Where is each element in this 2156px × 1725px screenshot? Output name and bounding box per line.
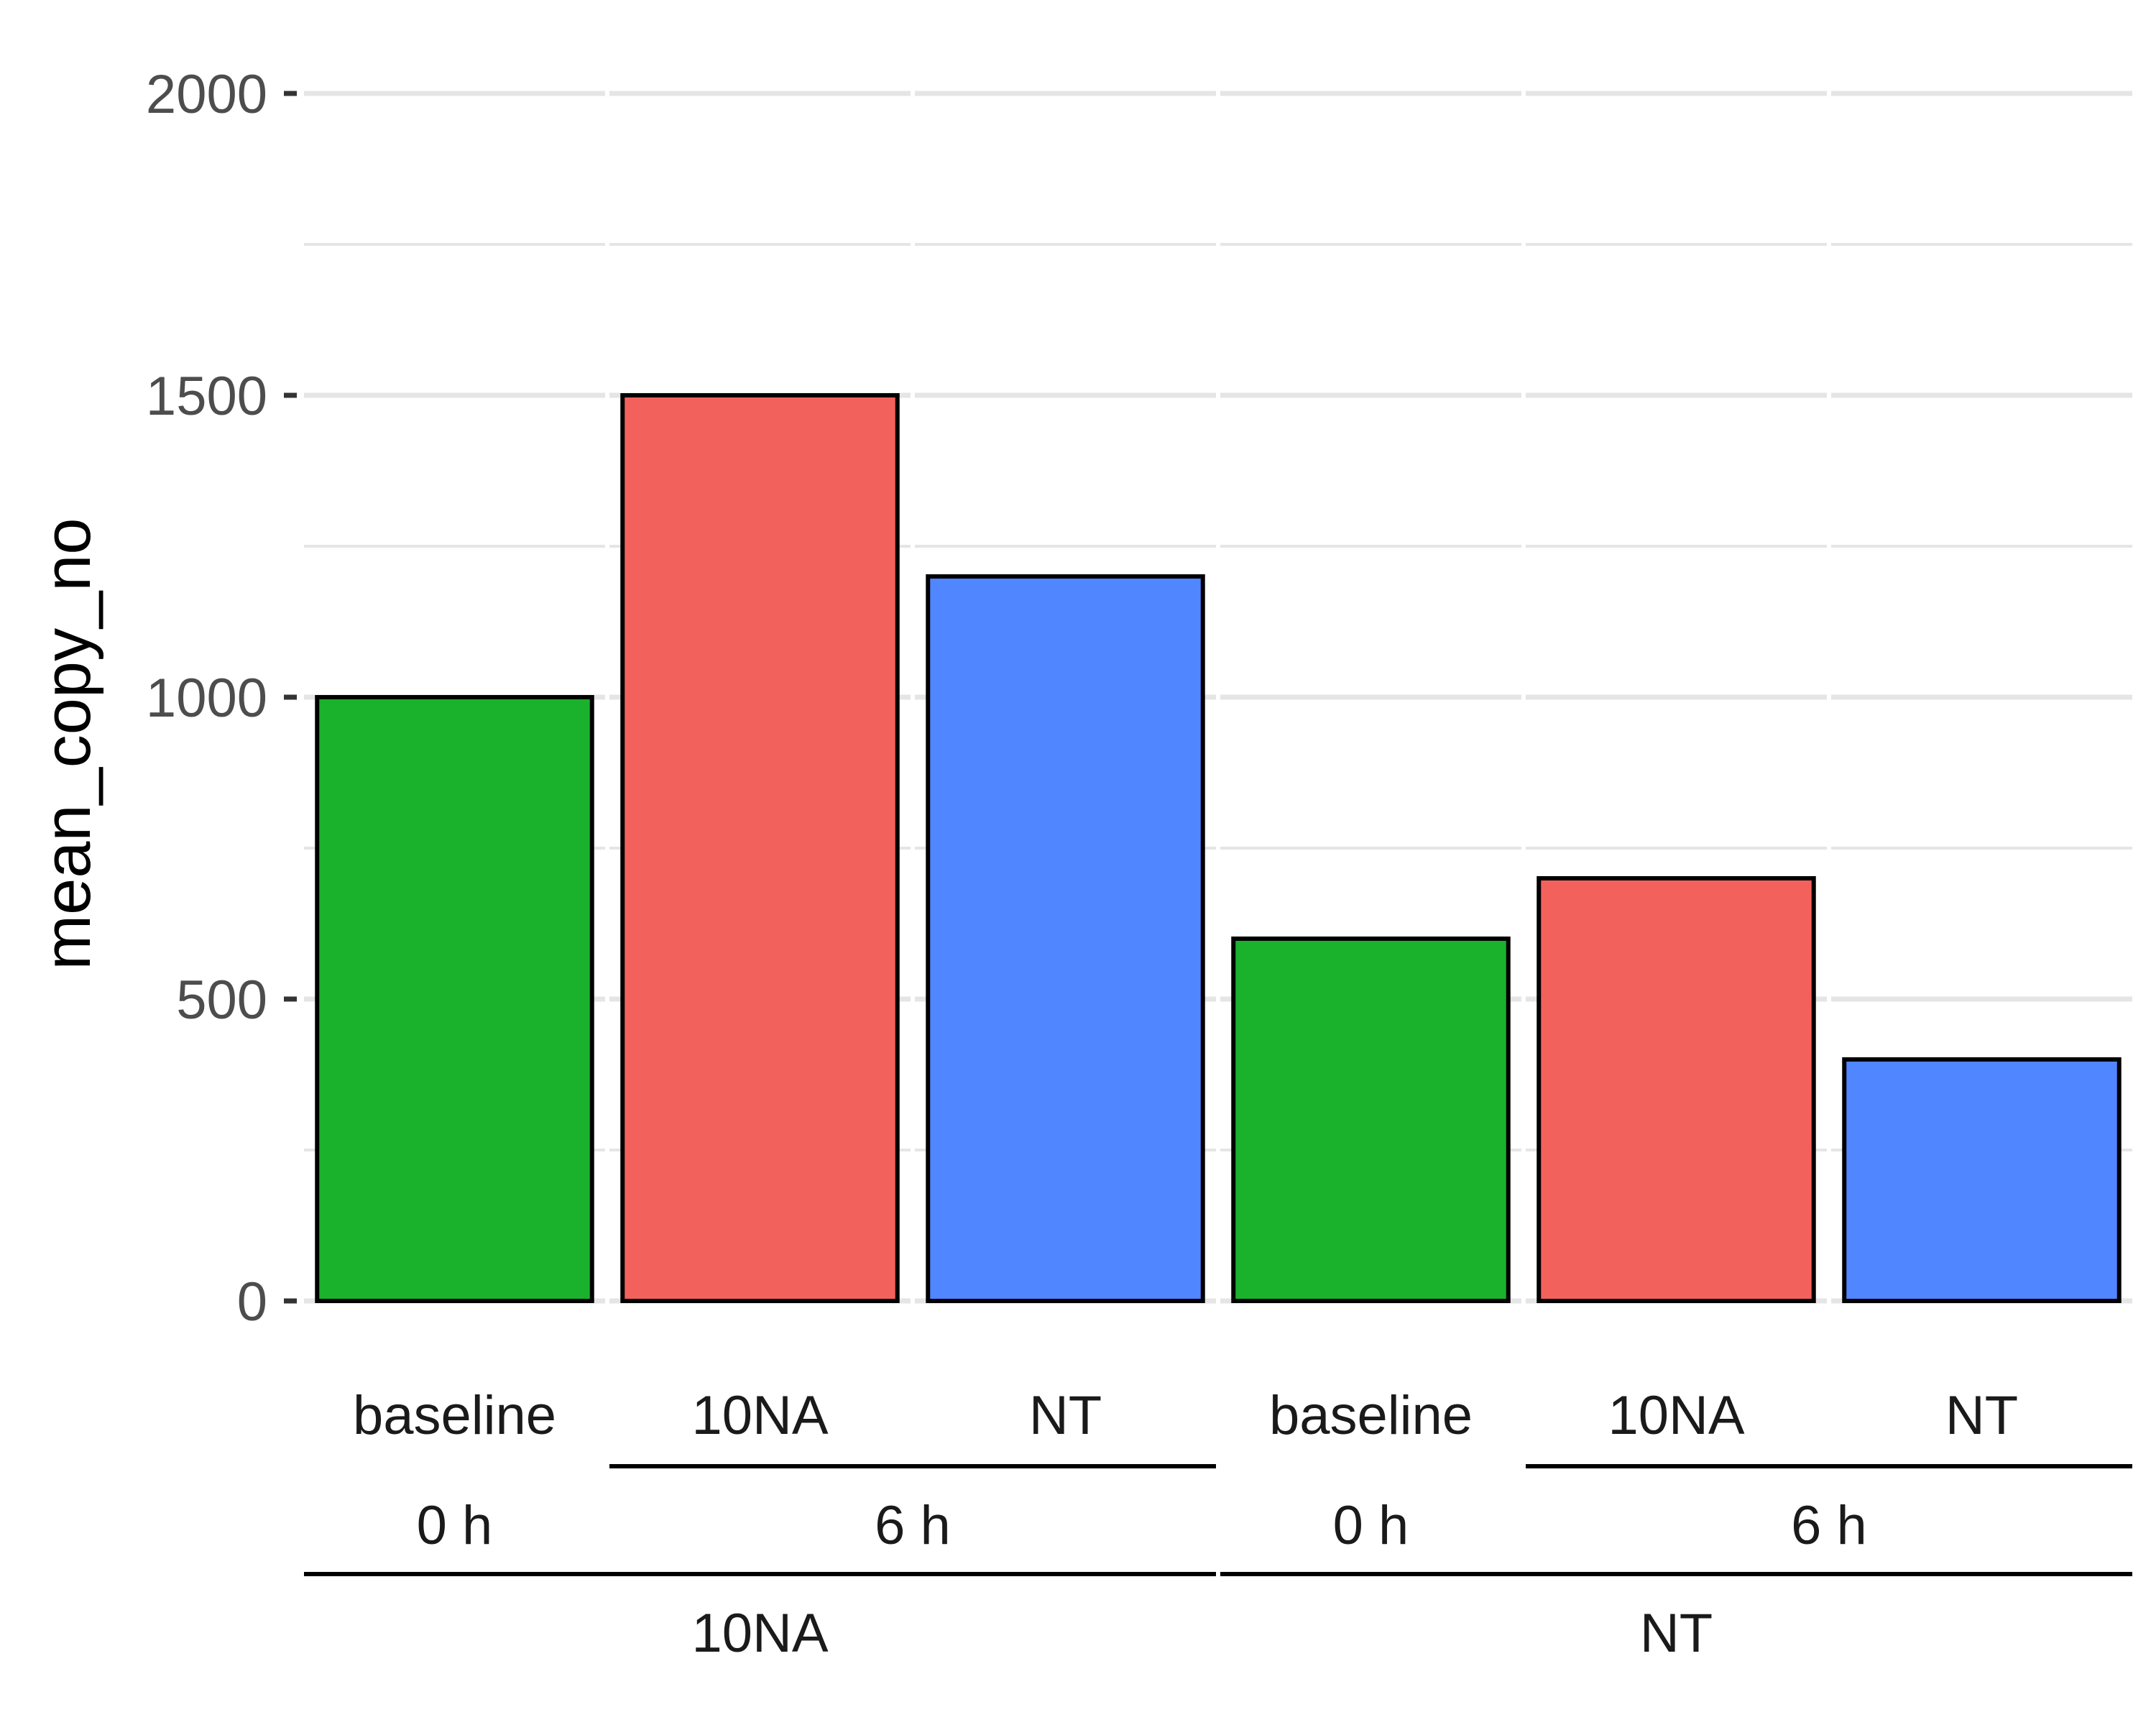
x-group-label: 10NA <box>691 1603 828 1664</box>
x-time-label: 6 h <box>875 1495 951 1556</box>
y-tick-label: 1000 <box>146 668 267 729</box>
x-group-label: NT <box>1640 1603 1713 1664</box>
y-tick-label: 1500 <box>146 366 267 427</box>
x-category-label: baseline <box>353 1385 556 1446</box>
bar-nt-10na <box>1537 876 1816 1303</box>
x-category-label: 10NA <box>691 1385 828 1446</box>
bar-10na-nt <box>926 574 1205 1303</box>
bar-10na-10na <box>620 393 900 1303</box>
y-tick-label: 500 <box>176 970 267 1031</box>
x-category-label: NT <box>1945 1385 2018 1446</box>
bar-10na-baseline <box>315 695 594 1303</box>
bar-nt-nt <box>1842 1057 2122 1303</box>
bar-layer <box>315 393 2122 1303</box>
x-category-label: 10NA <box>1608 1385 1744 1446</box>
x-axis-categories: baseline 10NA NT baseline 10NA NT 0 h 6 h 0 h 6 h… <box>304 1385 2132 1664</box>
x-time-label: 0 h <box>1333 1495 1409 1556</box>
x-category-label: baseline <box>1269 1385 1473 1446</box>
y-axis-title: mean_copy_no <box>31 518 104 970</box>
y-tick-label: 0 <box>237 1271 267 1333</box>
x-category-label: NT <box>1029 1385 1102 1446</box>
y-axis: 0 500 1000 1500 2000 <box>146 64 297 1333</box>
bar-nt-baseline <box>1231 937 1511 1303</box>
x-time-label: 6 h <box>1791 1495 1867 1556</box>
y-tick-label: 2000 <box>146 64 267 125</box>
x-time-label: 0 h <box>417 1495 493 1556</box>
